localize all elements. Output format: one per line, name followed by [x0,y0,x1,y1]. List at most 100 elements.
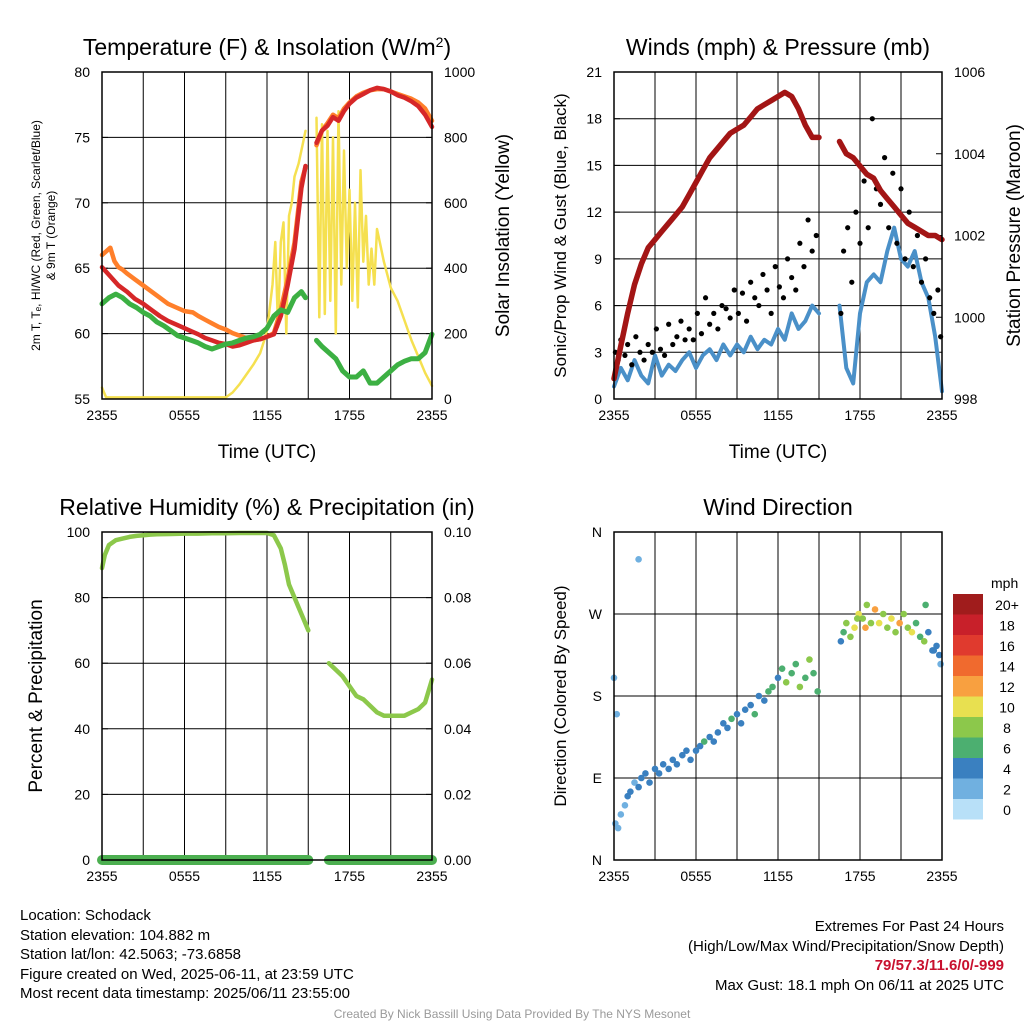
direction-point [782,679,790,686]
panel-3: 2355 0555 1155 1755 23550204060801000.000.02… [26,494,475,884]
y-tick-label: 60 [74,655,90,671]
y-tick-label: 40 [74,721,90,737]
gust-point [731,287,737,293]
recent-text: Most recent data timestamp: 2025/06/11 2… [20,985,350,1002]
gust-point [845,225,851,231]
gust-point [760,271,766,278]
y-axis-label: Sonic/Prop Wind & Gust (Blue, Black) [551,93,570,377]
gust-point [914,232,921,239]
location-text: Location: Schodack [20,907,151,924]
direction-point [884,624,891,631]
y2-tick-label: 998 [954,391,978,407]
extremes-title: Extremes For Past 24 Hours [814,918,1004,935]
series-line [99,289,308,352]
direction-point [875,619,883,627]
colorbar-label: 2 [1003,782,1011,798]
x-tick-label: 1155 [763,868,793,884]
y2-axis-label: Solar Insolation (Yellow) [493,134,514,337]
y-tick-label: 75 [74,129,90,145]
colorbar-swatch [953,737,983,758]
gust-point [622,352,628,358]
gust-point [902,256,908,262]
gust-point [649,349,655,355]
y-tick-label: 0 [594,391,602,407]
gust-point [686,326,692,332]
direction-point [937,660,944,668]
direction-point [679,751,686,759]
direction-point [761,697,768,704]
colorbar-swatch [953,635,983,656]
colorbar-label: 8 [1003,720,1011,736]
direction-point [714,729,722,736]
direction-point [840,628,847,636]
gust-point [861,178,867,184]
direction-point [728,715,735,723]
y-tick-label: W [589,606,603,622]
y-axis-label: Percent & Precipitation [26,599,47,792]
gust-point [715,326,721,332]
chart-title: Temperature (F) & Insolation (W/m2) [83,34,451,60]
direction-point [802,674,809,682]
gust-point [625,341,631,348]
colorbar-label: 4 [1003,761,1011,777]
direction-point [638,774,645,782]
x-tick-label: 1155 [763,407,793,423]
colorbar-swatch [953,594,983,615]
direction-point [747,701,754,709]
direction-point [683,747,690,754]
direction-point [863,601,871,609]
x-tick-label: 0555 [169,868,200,884]
direction-point [853,615,861,622]
x-tick-label: 0555 [169,407,200,423]
gust-point [768,310,774,316]
extremes-panel: Extremes For Past 24 Hours (High/Low/Max… [688,917,1004,995]
direction-point [692,747,700,754]
x-tick-label: 1755 [334,868,365,884]
y-tick-label: 3 [594,344,602,360]
y2-tick-label: 1006 [954,64,985,80]
colorbar-unit: mph [991,575,1018,591]
gust-point [793,287,799,293]
direction-point [720,720,727,727]
y2-tick-label: 400 [444,260,468,276]
direction-point [871,606,879,613]
gust-point [801,264,807,270]
x-tick-label: 1755 [844,407,875,423]
direction-point [920,638,928,645]
gust-point [707,321,713,327]
gust-point [853,209,859,215]
colorbar-swatch [953,758,983,779]
gust-point [719,302,725,309]
direction-point [613,710,621,718]
direction-point [669,756,677,764]
series-line [315,109,434,388]
x-tick-label: 1155 [252,407,282,423]
gust-point [739,290,746,296]
x-tick-label: 1755 [334,407,365,423]
plot-frame [613,71,943,400]
direction-point [908,628,916,636]
direction-point [733,710,741,718]
gust-point [918,279,925,285]
colorbar-label: 10 [999,700,1015,716]
direction-point [837,638,845,645]
gust-point [764,287,770,293]
direction-point [847,633,854,641]
series-line [314,85,435,146]
y-tick-label: 80 [74,590,90,606]
direction-point [912,619,920,627]
gust-point [702,295,709,301]
y-tick-label: 100 [67,524,91,540]
x-axis-label: Time (UTC) [218,442,317,463]
y-axis-label: & 9m T (Orange) [44,191,58,281]
gust-point [841,248,847,254]
gust-point [756,302,762,309]
y-tick-label: E [593,770,602,786]
direction-point [642,770,649,777]
gust-point [927,295,933,301]
colorbar-swatch [953,676,983,697]
gust-point [869,116,875,122]
gust-point [797,240,803,246]
direction-point [631,779,638,786]
panel-2: 2355 0555 1155 1755 235503691215182199810001… [551,34,1024,463]
